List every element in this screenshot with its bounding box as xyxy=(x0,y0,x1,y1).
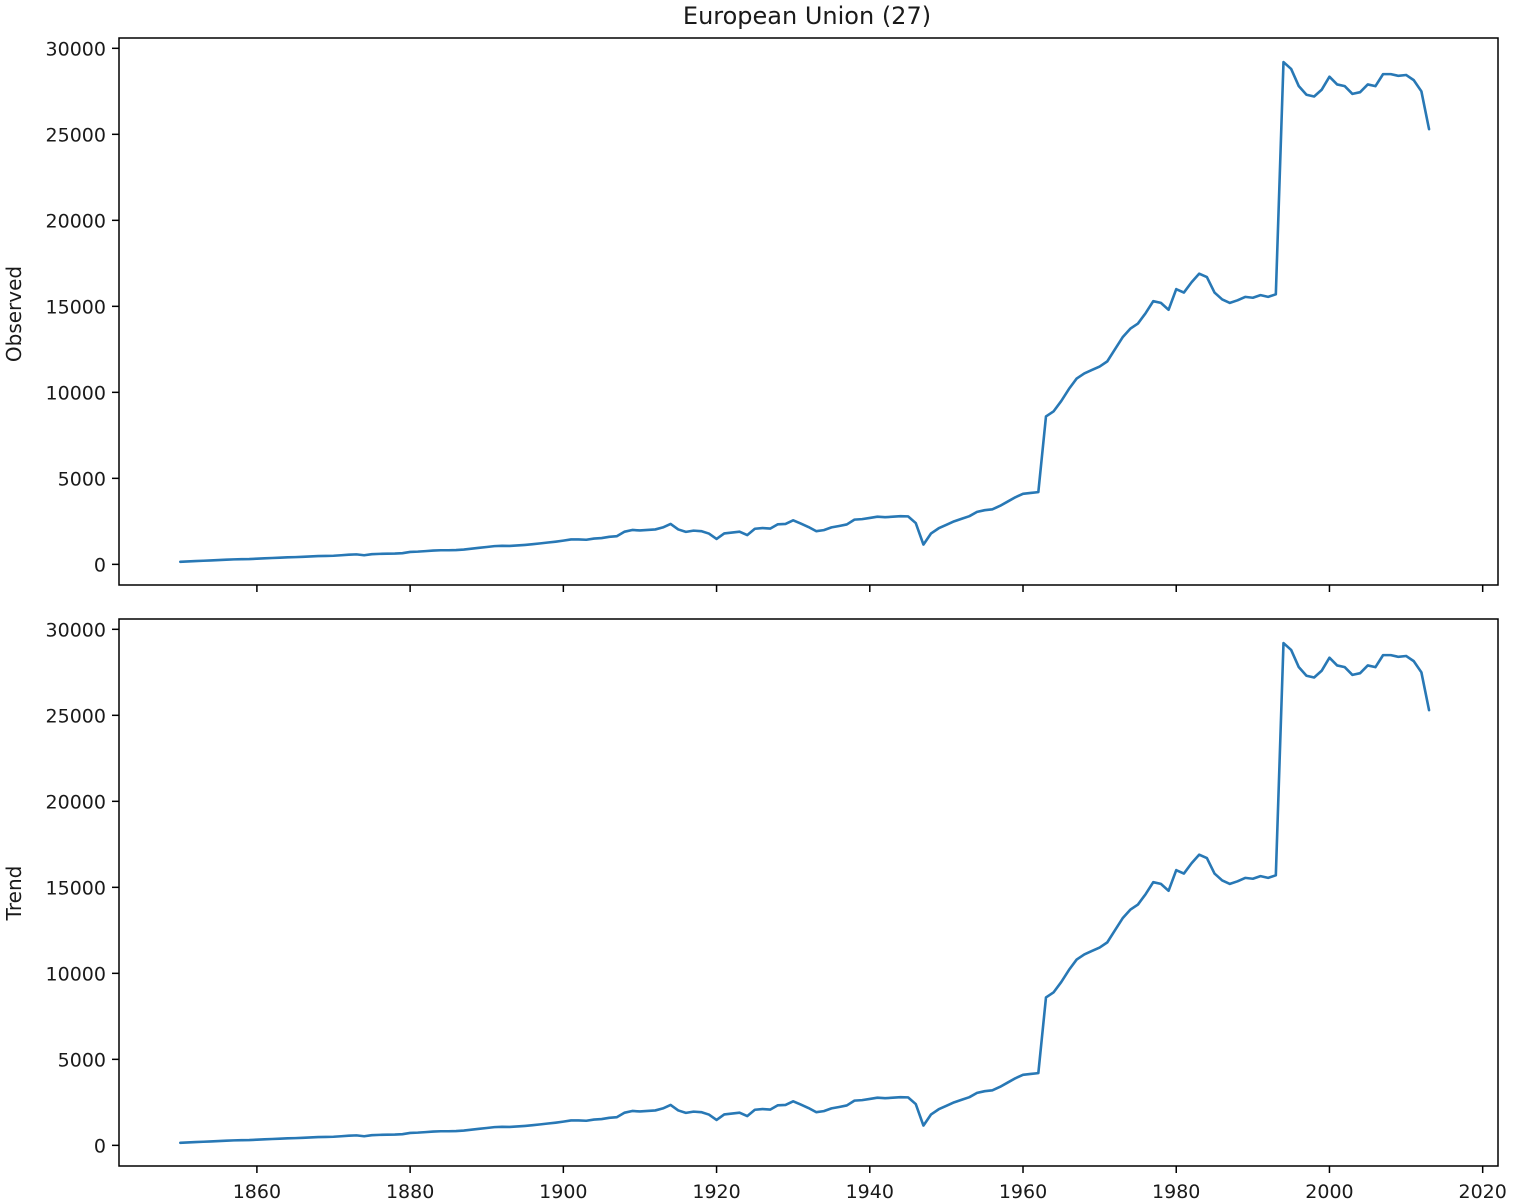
trend-x-tick-label: 1860 xyxy=(233,1181,281,1202)
observed-x-ticks xyxy=(256,585,1484,592)
trend-y-tick-label: 20000 xyxy=(46,791,106,813)
trend-y-tick-label: 0 xyxy=(94,1135,106,1157)
observed-y-ticks: 0 5000 10000 15000 20000 25000 30000 xyxy=(46,38,119,576)
trend-x-tick-label: 1960 xyxy=(999,1181,1047,1202)
trend-ylabel: Trend xyxy=(2,866,26,922)
chart-title: European Union (27) xyxy=(683,2,931,30)
trend-y-ticks: 0 5000 10000 15000 20000 25000 30000 xyxy=(46,619,119,1157)
observed-series-line xyxy=(178,60,1431,564)
trend-x-tick-label: 1940 xyxy=(846,1181,894,1202)
trend-y-tick-label: 10000 xyxy=(46,963,106,985)
observed-y-tick-label: 30000 xyxy=(46,38,106,60)
trend-x-tick-label: 2020 xyxy=(1458,1181,1506,1202)
trend-y-tick-label: 30000 xyxy=(46,619,106,641)
observed-ylabel: Observed xyxy=(2,266,26,362)
trend-x-tick-label: 1980 xyxy=(1152,1181,1200,1202)
trend-y-tick-label: 5000 xyxy=(58,1049,106,1071)
trend-series-line xyxy=(178,641,1431,1145)
observed-y-tick-label: 25000 xyxy=(46,124,106,146)
trend-x-tick-label: 1900 xyxy=(539,1181,587,1202)
observed-y-tick-label: 10000 xyxy=(46,382,106,404)
trend-x-tick-label: 1880 xyxy=(386,1181,434,1202)
observed-y-tick-label: 0 xyxy=(94,554,106,576)
trend-x-tick-label: 2000 xyxy=(1305,1181,1353,1202)
observed-y-tick-label: 20000 xyxy=(46,210,106,232)
trend-panel: Trend 0 5000 10000 15000 20000 25000 30000 186… xyxy=(2,618,1507,1202)
trend-x-tick-label: 1920 xyxy=(692,1181,740,1202)
trend-plot-frame xyxy=(118,618,1499,1167)
observed-panel: Observed 0 5000 10000 15000 20000 25000 30000 xyxy=(2,37,1499,592)
trend-y-tick-label: 25000 xyxy=(46,705,106,727)
trend-y-tick-label: 15000 xyxy=(46,877,106,899)
observed-y-tick-label: 5000 xyxy=(58,468,106,490)
trend-x-ticks: 1860 1880 1900 1920 1940 1960 1980 2000 2020 xyxy=(233,1166,1507,1202)
observed-plot-frame xyxy=(118,37,1499,586)
observed-y-tick-label: 15000 xyxy=(46,296,106,318)
